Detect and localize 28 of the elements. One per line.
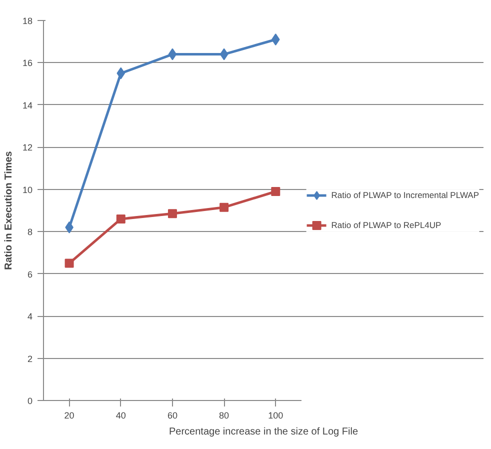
- x-tick-label: 20: [64, 410, 74, 420]
- x-tick-label: 60: [167, 410, 178, 420]
- point: [220, 48, 228, 60]
- y-tick-label: 12: [22, 142, 33, 153]
- y-tick-label: 0: [27, 396, 33, 406]
- point: [116, 67, 126, 80]
- point: [220, 202, 229, 212]
- y-tick-label: 10: [22, 184, 33, 195]
- y-tick-label: 16: [22, 58, 33, 68]
- x-tick-label: 80: [219, 410, 230, 420]
- point: [64, 258, 74, 268]
- y-tick-label: 8: [27, 227, 33, 238]
- y-axis-title: Ratio in Execution Times: [3, 150, 14, 270]
- y-tick-label: 4: [27, 312, 33, 322]
- point: [116, 214, 126, 224]
- point: [168, 48, 177, 60]
- x-tick-label: 40: [116, 410, 126, 420]
- point: [271, 187, 280, 196]
- point: [168, 209, 177, 218]
- x-axis-title: Percentage increase in the size of Log File: [169, 426, 358, 438]
- y-tick-label: 2: [27, 354, 33, 364]
- y-tick-label: 6: [27, 269, 33, 280]
- point: [271, 34, 280, 46]
- x-tick-label: 100: [268, 410, 284, 420]
- legend-label: Ratio of PLWAP to RePL4UP: [331, 220, 442, 230]
- y-tick-label: 18: [22, 16, 33, 26]
- y-tick-label: 14: [22, 100, 33, 110]
- legend-label: Ratio of PLWAP to Incremental PLWAP: [331, 190, 479, 200]
